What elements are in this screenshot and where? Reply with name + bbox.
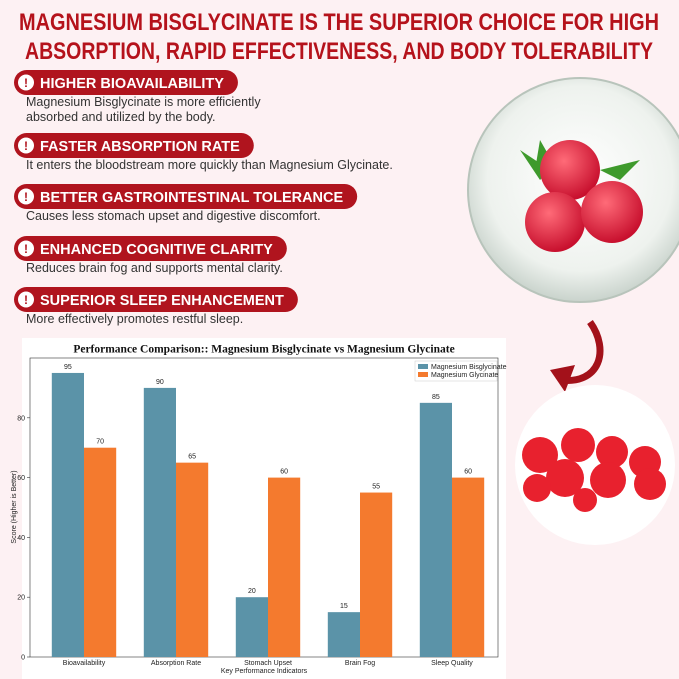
x-tick-label: Brain Fog [345,660,375,667]
value-label: 65 [188,454,196,461]
feature-pill [14,184,358,209]
feature-icon-mark: ! [24,242,28,256]
feature-description: More effectively promotes restful sleep. [26,312,243,326]
feature-label: HIGHER BIOAVAILABILITY [40,76,224,92]
value-label: 55 [372,484,380,491]
x-tick-label: Absorption Rate [151,660,201,667]
y-tick-label: 60 [17,475,25,482]
bar [143,387,176,657]
feature-label: ENHANCED COGNITIVE CLARITY [40,242,273,258]
x-tick-label: Stomach Upset [244,660,292,667]
bar [452,477,485,657]
legend-swatch [418,372,428,377]
value-label: 85 [432,394,440,401]
feature-description: Reduces brain fog and supports mental cl… [26,261,283,275]
value-label: 90 [156,379,164,386]
gummies-image [515,385,675,545]
raspberry-image [467,77,679,303]
feature-pill [14,236,287,261]
plot-area: 0 20 40 60 80 Bioavailability 95 70 Absorption R… [17,357,507,667]
bar [419,402,452,657]
title-line: ABSORPTION, RAPID EFFECTIVENESS, AND BOD… [25,38,653,65]
feature-description: It enters the bloodstream more quickly t… [26,158,393,172]
feature-icon-mark: ! [24,139,28,153]
feature-icon-mark: ! [24,293,28,307]
arrow-head [550,365,575,392]
x-tick-label: Sleep Quality [431,660,473,667]
feature-icon-mark: ! [24,76,28,90]
feature-description: Magnesium Bisglycinate is more efficient… [26,95,261,109]
legend-label: Magnesium Bisglycinate [431,364,507,371]
arrow [559,319,604,384]
feature-icon [18,291,34,308]
feature-icon-mark: ! [24,190,28,204]
value-label: 15 [340,603,348,610]
feature-label: BETTER GASTROINTESTINAL TOLERANCE [40,190,343,206]
legend-box [414,360,498,382]
feature-icon [18,240,34,257]
x-axis-label: Key Performance Indicators [221,668,308,675]
bar [268,477,301,657]
feature-pill [14,133,254,158]
feature-icon [18,188,34,205]
value-label: 60 [464,469,472,476]
y-tick-label: 80 [17,415,25,422]
bar [176,462,209,657]
bar [51,372,84,657]
bar [360,492,393,657]
y-tick-label: 40 [17,535,25,542]
bar [327,612,360,657]
bar [84,447,117,657]
feature-icon [18,137,34,154]
chart-title: Performance Comparison:: Magnesium Bisgl… [73,344,454,356]
x-tick-label: Bioavailability [63,660,106,667]
feature-pill [14,70,238,95]
features: ! HIGHER BIOAVAILABILITY Magnesium Bisglyc… [14,70,393,326]
feature-description: absorbed and utilized by the body. [26,110,215,124]
value-label: 60 [280,469,288,476]
legend-swatch [418,364,428,369]
feature-pill [14,287,298,312]
value-label: 70 [96,439,104,446]
feature-description: Causes less stomach upset and digestive … [26,209,321,223]
value-label: 95 [64,364,72,371]
feature-label: FASTER ABSORPTION RATE [40,139,240,155]
y-tick-label: 0 [21,655,25,662]
y-axis-label: Score (Higher is Better) [11,470,18,543]
bar [235,597,268,657]
feature-label: SUPERIOR SLEEP ENHANCEMENT [40,293,284,309]
value-label: 20 [248,588,256,595]
legend-label: Magnesium Glycinate [431,372,498,379]
y-tick-label: 20 [17,595,25,602]
title-line: MAGNESIUM BISGLYCINATE IS THE SUPERIOR C… [19,9,659,36]
title: MAGNESIUM BISGLYCINATE IS THE SUPERIOR C… [19,9,659,65]
feature-icon [18,74,34,91]
